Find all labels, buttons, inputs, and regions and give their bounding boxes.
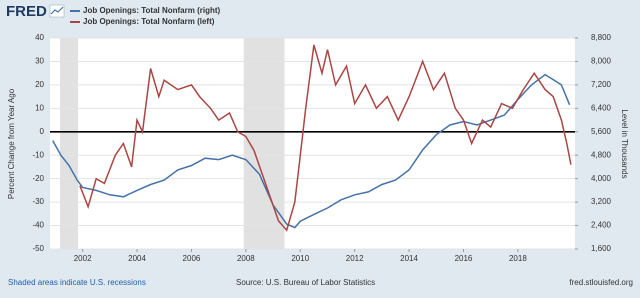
y-tick-label: -50 (32, 244, 44, 253)
y-tick-label: -40 (32, 221, 44, 230)
x-tick-label: 2006 (183, 254, 201, 263)
y-tick-label: -10 (32, 150, 44, 159)
y2-tick-label: 2,400 (591, 221, 612, 230)
y2-tick-label: 8,800 (591, 33, 612, 42)
x-tick-label: 2004 (128, 254, 146, 263)
x-tick-label: 2002 (74, 254, 92, 263)
y-tick-label: -30 (32, 197, 44, 206)
recession-band (60, 38, 79, 249)
x-tick-label: 2016 (455, 254, 473, 263)
y2-axis-label: Level in Thousands (620, 109, 629, 178)
y-tick-label: 20 (35, 80, 44, 89)
y2-tick-label: 5,600 (591, 127, 612, 136)
x-tick-label: 2008 (237, 254, 255, 263)
footer-url: fred.stlouisfed.org (569, 278, 633, 287)
y2-tick-label: 4,800 (591, 150, 612, 159)
y-tick-label: 40 (35, 33, 44, 42)
source: Source: U.S. Bureau of Labor Statistics (236, 278, 375, 287)
y2-tick-label: 7,200 (591, 80, 612, 89)
y2-tick-label: 1,600 (591, 244, 612, 253)
logo: FRED (6, 3, 47, 20)
y-axis-label: Percent Change from Year Ago (7, 88, 16, 199)
y2-tick-label: 8,000 (591, 57, 612, 66)
x-tick-label: 2012 (346, 254, 364, 263)
plot-area (50, 38, 575, 249)
y2-tick-label: 6,400 (591, 103, 612, 112)
y2-tick-label: 4,000 (591, 174, 612, 183)
y-tick-label: -20 (32, 174, 44, 183)
series-line (79, 44, 572, 232)
y-tick-label: 0 (40, 127, 45, 136)
y2-tick-label: 3,200 (591, 197, 612, 206)
y-tick-label: 10 (35, 103, 44, 112)
footer-note: Shaded areas indicate U.S. recessions (8, 278, 146, 287)
y-tick-label: 30 (35, 57, 44, 66)
legend-label: Job Openings: Total Nonfarm (right) (83, 6, 221, 15)
legend-label: Job Openings: Total Nonfarm (left) (83, 17, 215, 26)
x-tick-label: 2018 (509, 254, 527, 263)
series-line (52, 73, 571, 229)
x-tick-label: 2010 (291, 254, 309, 263)
x-tick-label: 2014 (400, 254, 418, 263)
logo-icon (49, 4, 65, 18)
